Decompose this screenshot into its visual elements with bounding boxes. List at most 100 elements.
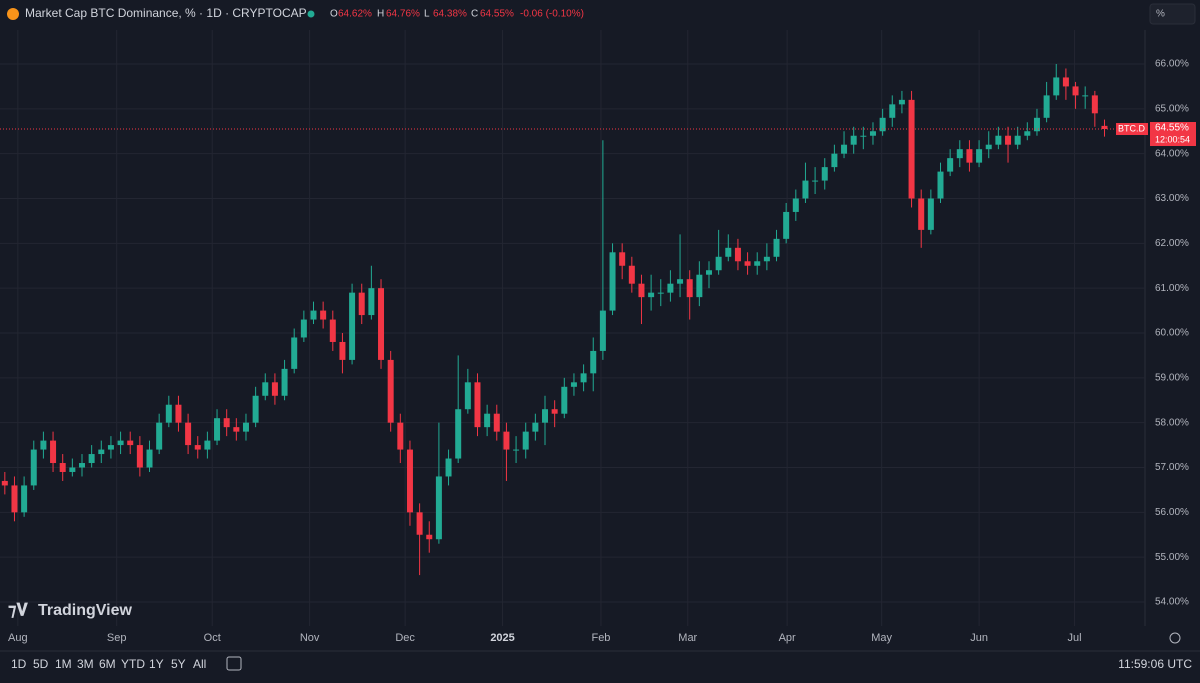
candle-body <box>214 418 221 441</box>
candle-body <box>464 382 471 410</box>
status-dot <box>307 10 315 18</box>
candle-body <box>435 476 442 540</box>
date-range-icon[interactable] <box>226 656 242 671</box>
plot: 54.00% 55.00% 56.00% 57.00% 58.00% 59.00% 60.0… <box>0 30 1196 644</box>
symbol-title: Market Cap BTC Dominance, % · 1D · CRYPT… <box>25 6 307 20</box>
y-tick-label: 60.00% <box>1155 328 1189 339</box>
candle-body <box>175 404 182 423</box>
candle-body <box>667 283 674 293</box>
ohlc-value: 64.62% <box>338 9 372 20</box>
candle-body <box>271 382 278 396</box>
candle-body <box>378 288 385 360</box>
candle-body <box>754 261 761 266</box>
candle-body <box>927 198 934 230</box>
candle-body <box>532 422 539 432</box>
candle-body <box>69 467 76 472</box>
ohlc-value: 64.76% <box>386 9 420 20</box>
range-buttons: 1D 5D 1M 3M 6M YTD 1Y 5Y All <box>11 657 206 671</box>
candle-body <box>773 238 780 257</box>
candle-body <box>850 135 857 145</box>
candle-body <box>657 292 664 294</box>
range-button[interactable]: 5D <box>33 657 49 671</box>
x-tick-label: May <box>871 632 892 644</box>
candle-body <box>30 449 37 486</box>
ohlc-key: H <box>377 9 384 20</box>
candle-body <box>329 319 336 342</box>
candle-body <box>503 431 510 450</box>
candle-body <box>426 534 433 540</box>
range-button[interactable]: 1M <box>55 657 72 671</box>
candle-body <box>918 198 925 230</box>
candle-body <box>484 413 491 428</box>
range-button[interactable]: 5Y <box>171 657 186 671</box>
candle-body <box>78 463 85 468</box>
candle-body <box>802 180 809 199</box>
candle-body <box>648 292 655 298</box>
candle-body <box>609 252 616 311</box>
candle-body <box>590 350 597 374</box>
candle-body <box>1053 77 1060 96</box>
settings-icon[interactable] <box>1169 632 1181 644</box>
candle-body <box>561 386 568 414</box>
ohlc-key: L <box>424 9 430 20</box>
x-tick-label: 2025 <box>490 632 514 644</box>
y-tick-label: 64.00% <box>1155 148 1189 159</box>
candle-body <box>252 395 259 423</box>
price-tag-countdown: 12:00:54 <box>1155 134 1190 144</box>
candle-body <box>88 454 95 464</box>
candle-body <box>21 485 28 513</box>
candle-body <box>455 409 462 459</box>
range-button[interactable]: 6M <box>99 657 116 671</box>
y-tick-label: 54.00% <box>1155 597 1189 608</box>
ohlc-value: 64.38% <box>433 9 467 20</box>
range-button[interactable]: 3M <box>77 657 94 671</box>
candle-body <box>117 440 124 446</box>
candle-body <box>869 131 876 136</box>
candle-body <box>204 440 211 450</box>
candle-body <box>860 135 867 137</box>
y-tick-label: 58.00% <box>1155 417 1189 428</box>
candle-body <box>59 463 66 472</box>
candle-body <box>11 485 18 513</box>
candle-body <box>281 368 288 396</box>
range-button[interactable]: All <box>193 657 206 671</box>
candle-body <box>619 252 626 266</box>
ohlc-key: O <box>330 9 338 20</box>
candle-body <box>976 149 983 163</box>
candle-body <box>40 440 47 450</box>
x-tick-label: Jun <box>970 632 988 644</box>
candle-body <box>570 382 577 387</box>
candle-body <box>185 422 192 446</box>
candle-body <box>310 310 317 320</box>
candle-body <box>358 292 365 316</box>
range-button[interactable]: 1Y <box>149 657 164 671</box>
candle-body <box>734 247 741 262</box>
candle-body <box>146 449 153 468</box>
x-tick-label: Feb <box>591 632 610 644</box>
price-tag <box>1150 122 1196 147</box>
logo-mark: ⁊𝐕 <box>8 600 28 619</box>
range-button[interactable]: YTD <box>121 657 145 671</box>
candle-body <box>1082 95 1089 97</box>
candle-body <box>1024 131 1031 136</box>
y-tick-label: 57.00% <box>1155 462 1189 473</box>
scale-button[interactable] <box>1149 3 1196 25</box>
scale-button-label[interactable]: % <box>1156 9 1165 20</box>
ohlc-key: C <box>471 9 478 20</box>
candle-body <box>715 256 722 271</box>
candle-body <box>898 99 905 105</box>
candle-body <box>300 319 307 338</box>
candle-body <box>156 422 163 450</box>
candle-body <box>995 135 1002 145</box>
candle-body <box>889 104 896 118</box>
candle-body <box>522 431 529 450</box>
range-button[interactable]: 1D <box>11 657 27 671</box>
candle-body <box>1091 95 1098 114</box>
candle-body <box>1043 95 1050 118</box>
candle-body <box>1 480 8 486</box>
symbol-tag-label: BTC.D <box>1118 123 1146 133</box>
candle-body <box>638 283 645 298</box>
candle-body <box>725 247 732 257</box>
candle-body <box>349 292 356 360</box>
candle-body <box>956 149 963 159</box>
